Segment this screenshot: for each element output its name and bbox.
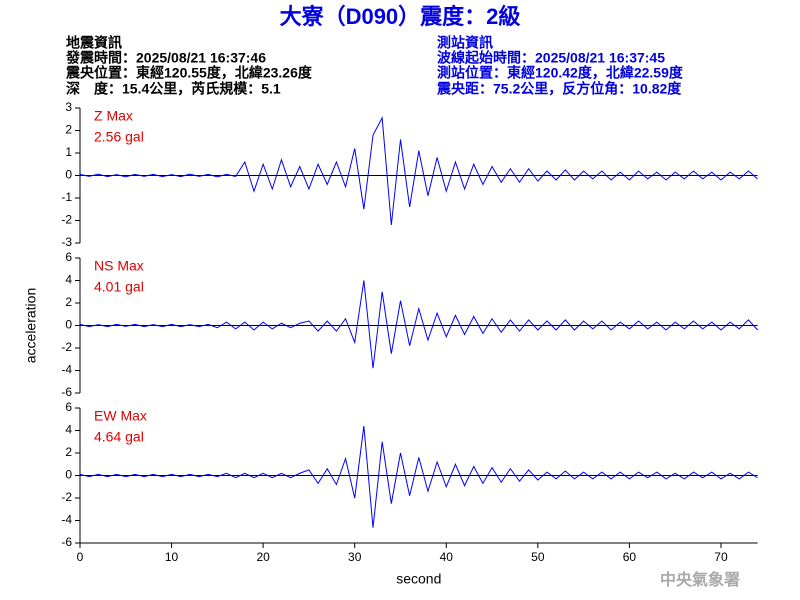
- y-axis-label: acceleration: [23, 288, 39, 364]
- y-tick-label: 0: [65, 168, 72, 182]
- x-tick-label: 60: [623, 550, 637, 564]
- station-line: 震央距：75.2公里，反方位角：10.82度: [436, 81, 682, 97]
- trace-max: 2.56 gal: [94, 129, 144, 145]
- waveform: [79, 425, 758, 528]
- waveform: [79, 280, 758, 369]
- trace-max: 4.64 gal: [94, 429, 144, 445]
- trace-label: NS Max: [94, 258, 144, 274]
- y-tick-label: 4: [65, 273, 72, 287]
- x-tick-label: 0: [77, 550, 84, 564]
- info-line: 震央位置：東經120.55度，北緯23.26度: [65, 65, 313, 81]
- station-line: 波線起始時間：2025/08/21 16:37:45: [437, 50, 665, 66]
- info-line: 深 度：15.4公里，芮氏規模：5.1: [66, 81, 281, 97]
- y-tick-label: -2: [61, 340, 72, 354]
- waveform: [79, 116, 758, 226]
- y-tick-label: 0: [65, 468, 72, 482]
- x-axis-label: second: [396, 571, 441, 587]
- y-tick-label: 6: [65, 250, 72, 264]
- y-tick-label: 6: [65, 400, 72, 414]
- station-heading: 測站資訊: [437, 35, 493, 51]
- x-tick-label: 50: [531, 550, 545, 564]
- y-tick-label: 4: [65, 423, 72, 437]
- y-tick-label: 0: [65, 318, 72, 332]
- y-tick-label: -1: [61, 190, 72, 204]
- y-tick-label: 2: [65, 445, 72, 459]
- y-tick-label: 2: [65, 123, 72, 137]
- x-tick-label: 70: [714, 550, 728, 564]
- y-tick-label: 3: [65, 100, 72, 114]
- info-heading: 地震資訊: [66, 35, 122, 51]
- chart-title: 大寮（D090）震度：2級: [280, 4, 521, 29]
- y-tick-label: -6: [61, 535, 72, 549]
- trace-label: Z Max: [94, 108, 133, 124]
- y-tick-label: -6: [61, 385, 72, 399]
- y-tick-label: -3: [61, 235, 72, 249]
- y-tick-label: -4: [61, 363, 72, 377]
- y-tick-label: -4: [61, 513, 72, 527]
- watermark: 中央氣象署: [660, 570, 740, 589]
- x-tick-label: 40: [440, 550, 454, 564]
- x-tick-label: 30: [348, 550, 362, 564]
- info-line: 發震時間：2025/08/21 16:37:46: [65, 50, 266, 66]
- x-tick-label: 10: [165, 550, 179, 564]
- trace-label: EW Max: [94, 408, 147, 424]
- x-tick-label: 20: [256, 550, 270, 564]
- y-tick-label: 2: [65, 295, 72, 309]
- station-line: 測站位置：東經120.42度，北緯22.59度: [437, 65, 684, 81]
- y-tick-label: -2: [61, 490, 72, 504]
- y-tick-label: -2: [61, 213, 72, 227]
- y-tick-label: 1: [65, 145, 72, 159]
- trace-max: 4.01 gal: [94, 279, 144, 295]
